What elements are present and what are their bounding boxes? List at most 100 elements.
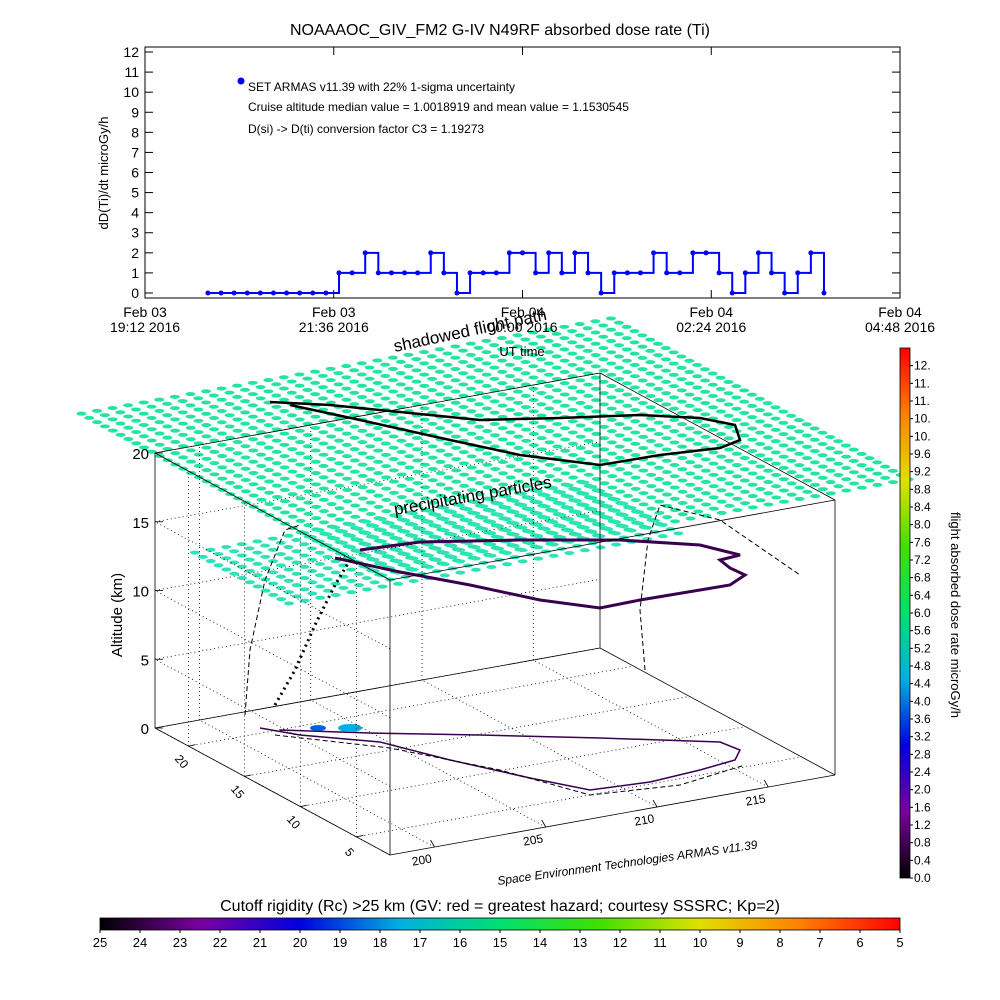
colorbar [99, 917, 901, 931]
particle [216, 420, 227, 425]
particle [770, 439, 781, 444]
particle [450, 423, 461, 428]
particle [314, 550, 325, 555]
particle [642, 514, 653, 519]
particle [302, 376, 313, 381]
particle [267, 536, 278, 541]
particle [504, 362, 515, 367]
particle [606, 429, 617, 434]
particle [330, 536, 341, 541]
particle [502, 562, 513, 567]
particle [380, 396, 391, 401]
particle [271, 393, 282, 398]
particle [123, 414, 134, 419]
particle [333, 382, 344, 387]
particle [622, 482, 633, 487]
particle [536, 357, 547, 362]
particle [498, 471, 509, 476]
particle [310, 425, 321, 430]
particle [700, 412, 711, 417]
particle [318, 509, 329, 514]
particle [466, 476, 477, 481]
particle [622, 437, 633, 442]
particle [575, 457, 586, 462]
particle [646, 450, 657, 455]
particle [599, 424, 610, 429]
particle [232, 485, 243, 490]
data-point [755, 250, 761, 256]
particle [404, 476, 415, 481]
colorbar-tick-label: 17 [413, 935, 427, 950]
box-edge [599, 647, 836, 776]
particle [739, 422, 750, 427]
particle [442, 385, 453, 390]
particle [630, 475, 641, 480]
particle [240, 421, 251, 426]
particle [630, 396, 641, 401]
particle [318, 475, 329, 480]
particle [755, 487, 766, 492]
particle [307, 569, 318, 574]
particle [567, 329, 578, 334]
data-point [388, 270, 394, 276]
particle [403, 364, 414, 369]
particle [513, 445, 524, 450]
particle [232, 417, 243, 422]
particle [341, 386, 352, 391]
particle [356, 361, 367, 366]
particle [521, 483, 532, 488]
particle [497, 403, 508, 408]
particle [474, 458, 485, 463]
particle [622, 426, 633, 431]
particle [591, 476, 602, 481]
particle [197, 554, 208, 559]
particle [260, 554, 271, 559]
particle [684, 437, 695, 442]
particle [224, 390, 235, 395]
particle [599, 447, 610, 452]
colorbar-tick-label: 8.8 [914, 482, 931, 496]
particle [169, 394, 180, 399]
particle [193, 407, 204, 412]
colorbar-tick-label: 11. [914, 376, 930, 390]
particle [295, 473, 306, 478]
colorbar-tick-label: 20 [293, 935, 307, 950]
particle [325, 378, 336, 383]
particle [291, 560, 302, 565]
particle [513, 412, 524, 417]
particle [559, 392, 570, 397]
particle [654, 477, 665, 482]
particle [255, 396, 266, 401]
particle [700, 479, 711, 484]
particle [591, 431, 602, 436]
particle [454, 525, 465, 530]
particle [216, 397, 227, 402]
particle [319, 520, 330, 525]
particle [794, 429, 805, 434]
particle [731, 417, 742, 422]
particle [310, 369, 321, 374]
particle [521, 450, 532, 455]
particle [653, 375, 664, 380]
particle [548, 519, 559, 524]
particle [521, 438, 532, 443]
particle [384, 521, 395, 526]
data-point [323, 290, 329, 296]
particle [380, 385, 391, 390]
particle [244, 568, 255, 573]
particle [123, 437, 134, 442]
particle [268, 592, 279, 597]
particle [715, 409, 726, 414]
particle [299, 553, 310, 558]
particle [372, 426, 383, 431]
y-tick [244, 774, 252, 777]
particle [400, 518, 411, 523]
particle [439, 573, 450, 578]
particle [356, 383, 367, 388]
particle [396, 461, 407, 466]
particle [486, 553, 497, 558]
particle [395, 382, 406, 387]
particle [99, 413, 110, 418]
particle [377, 539, 388, 544]
